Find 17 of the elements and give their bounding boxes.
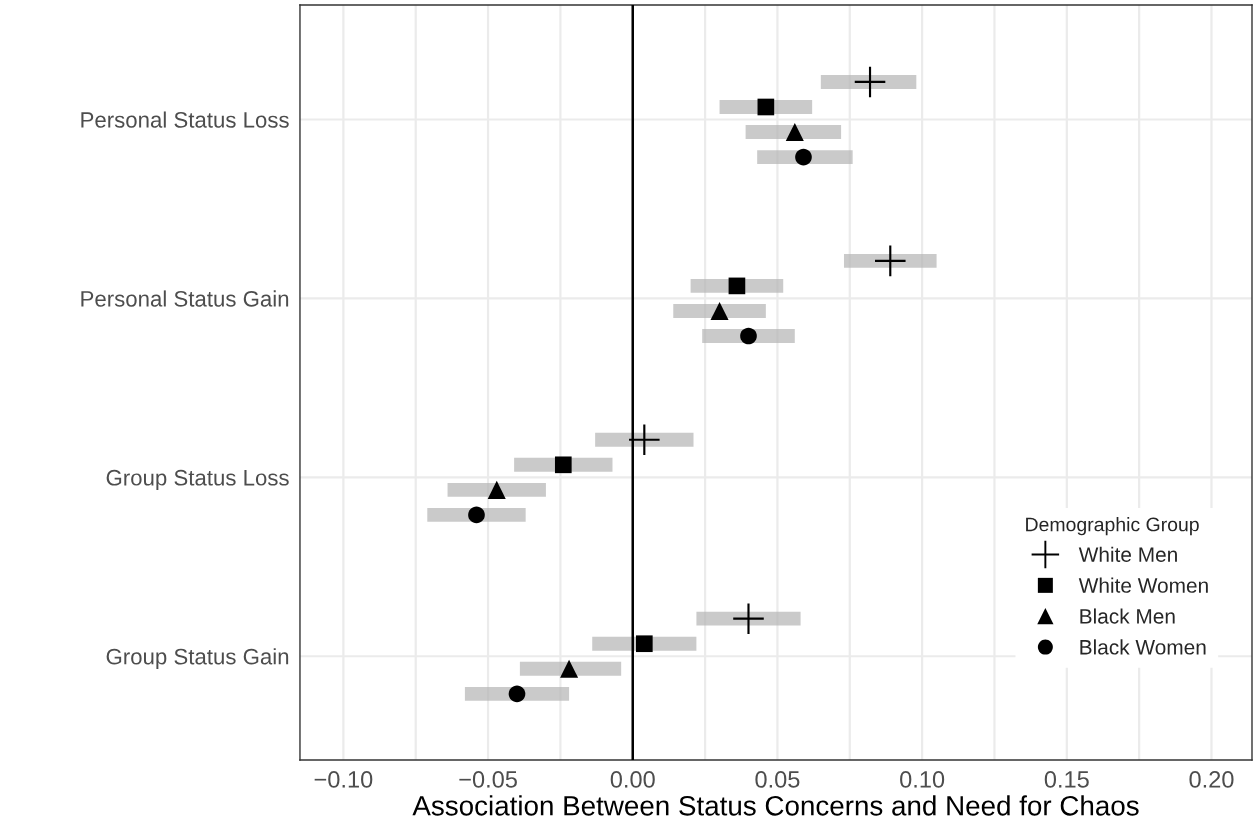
x-tick-label: 0.05 <box>755 771 800 788</box>
x-tick-label: −0.10 <box>314 771 373 788</box>
x-tick-label: 0.20 <box>1189 771 1234 788</box>
legend-label: Black Men <box>1080 608 1175 624</box>
legend-label: Black Women <box>1080 639 1206 655</box>
y-tick-label: Personal Status Gain <box>81 290 289 307</box>
x-axis-title: Association Between Status Concerns and Need for Chaos <box>412 795 1139 816</box>
y-tick-label: Personal Status Loss <box>81 111 289 128</box>
legend-label: White Women <box>1078 577 1208 593</box>
legend-title: Demographic Group <box>1026 517 1199 536</box>
y-tick-label: Group Status Gain <box>106 648 289 669</box>
legend-label: White Men <box>1078 546 1177 562</box>
x-tick-label: −0.05 <box>459 771 517 788</box>
x-tick-label: 0.15 <box>1044 771 1089 788</box>
x-tick-label: 0.10 <box>900 771 945 788</box>
y-tick-label: Group Status Loss <box>106 469 289 490</box>
x-tick-label: 0.00 <box>610 771 655 788</box>
